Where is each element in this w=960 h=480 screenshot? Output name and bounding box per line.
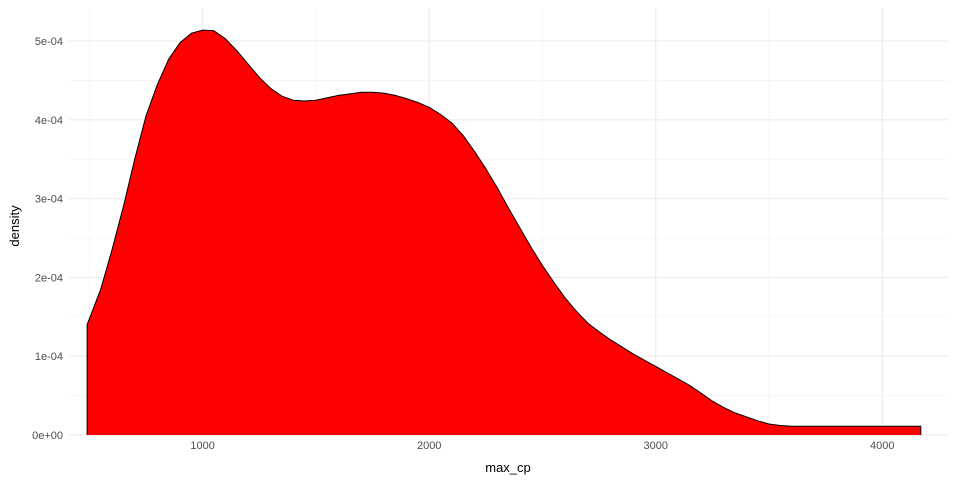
y-tick-label: 2e-04 xyxy=(35,272,63,284)
y-tick-label: 5e-04 xyxy=(35,36,63,48)
y-axis-ticks: 0e+00 1e-04 2e-04 3e-04 4e-04 5e-04 xyxy=(32,36,63,442)
x-tick-label: 3000 xyxy=(644,440,668,452)
y-axis-title: density xyxy=(7,205,22,247)
x-axis-ticks: 1000 2000 3000 4000 xyxy=(190,440,894,452)
density-area xyxy=(87,30,921,435)
y-tick-label: 0e+00 xyxy=(32,430,63,442)
density-area-layer xyxy=(86,29,922,435)
y-tick-label: 4e-04 xyxy=(35,115,63,127)
y-tick-label: 3e-04 xyxy=(35,194,63,206)
x-axis-title: max_cp xyxy=(485,460,531,475)
density-outline xyxy=(86,29,922,435)
x-tick-label: 4000 xyxy=(870,440,894,452)
y-tick-label: 1e-04 xyxy=(35,351,63,363)
x-tick-label: 1000 xyxy=(190,440,214,452)
x-tick-label: 2000 xyxy=(417,440,441,452)
